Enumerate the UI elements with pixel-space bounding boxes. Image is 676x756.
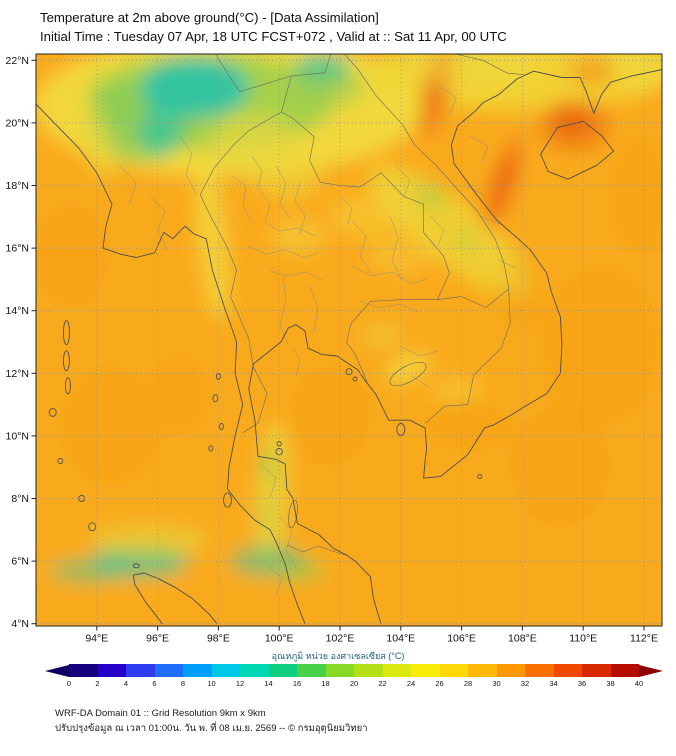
colorbar-segment — [468, 664, 497, 677]
lon-tick-label: 96°E — [146, 633, 169, 645]
lat-tick-label: 6°N — [11, 556, 29, 568]
colorbar-segment — [354, 664, 383, 677]
footer: WRF-DA Domain 01 :: Grid Resolution 9km … — [0, 706, 676, 736]
colorbar-segment — [496, 664, 525, 677]
latitude-axis-labels: 22°N 20°N 18°N 16°N 14°N 12°N 10°N 8°N 6°N 4°N — [6, 55, 29, 630]
lon-tick-label: 100°E — [265, 633, 294, 645]
lat-tick-label: 8°N — [11, 493, 29, 505]
country-borders — [199, 54, 525, 556]
colorbar-segment — [211, 664, 240, 677]
coastline — [36, 69, 662, 625]
lakes — [288, 361, 427, 529]
colorbar-segment — [382, 664, 411, 677]
lat-tick-label: 18°N — [6, 180, 29, 192]
lat-tick-label: 4°N — [11, 618, 29, 630]
lon-tick-label: 112°E — [630, 633, 658, 645]
colorbar-segment — [183, 664, 212, 677]
colorbar-segment — [582, 664, 611, 677]
colorbar-segment — [240, 664, 269, 677]
colorbar-segment — [126, 664, 155, 677]
map-header: Temperature at 2m above ground(°C) - [Da… — [0, 0, 676, 46]
update-info: ปรับปรุงข้อมูล ณ เวลา 01:00น. วัน พ. ที่… — [55, 723, 368, 734]
colorbar-label: อุณหภูมิ หน่วย องศาเซลเซียส (°C) — [271, 651, 405, 661]
colorbar-section: อุณหภูมิ หน่วย องศาเซลเซียส (°C) 0 2 4 6 8 10… — [0, 646, 676, 698]
axis-tick-marks — [31, 59, 645, 631]
colorbar-segment — [525, 664, 554, 677]
map-title: Temperature at 2m above ground(°C) - [Da… — [40, 10, 379, 25]
lon-tick-label: 98°E — [207, 633, 230, 645]
colorbar-segment — [297, 664, 326, 677]
longitude-axis-labels: 94°E 96°E 98°E 100°E 102°E 104°E 106°E 108°E 110… — [85, 633, 658, 645]
colorbar-ticks: 0 2 4 6 8 10 12 14 16 18 20 22 24 26 28 30 32 34 36 38 40 — [66, 679, 644, 688]
colorbar-segment — [411, 664, 440, 677]
lon-tick-label: 102°E — [326, 633, 355, 645]
colorbar — [45, 664, 663, 677]
lat-tick-label: 22°N — [6, 55, 29, 67]
colorbar-segment — [553, 664, 582, 677]
temperature-map: 94°E 96°E 98°E 100°E 102°E 104°E 106°E 108°E 110… — [6, 53, 663, 645]
colorbar-right-arrow — [639, 664, 663, 677]
colorbar-segment — [97, 664, 126, 677]
lon-tick-label: 110°E — [569, 633, 597, 645]
lat-tick-label: 20°N — [6, 117, 29, 129]
map-frame — [35, 53, 663, 627]
colorbar-left-arrow — [45, 664, 69, 677]
lon-tick-label: 94°E — [85, 633, 108, 645]
graticule-parallels — [36, 59, 662, 625]
map-subtitle: Initial Time : Tuesday 07 Apr, 18 UTC FC… — [40, 29, 507, 44]
lat-tick-label: 10°N — [6, 430, 29, 442]
domain-info: WRF-DA Domain 01 :: Grid Resolution 9km … — [55, 708, 266, 719]
colorbar-segment — [325, 664, 354, 677]
lon-tick-label: 104°E — [386, 633, 415, 645]
lat-tick-label: 12°N — [6, 368, 29, 380]
colorbar-segment — [268, 664, 297, 677]
colorbar-segments — [69, 664, 639, 677]
province-borders — [119, 85, 517, 597]
lat-tick-label: 14°N — [6, 305, 29, 317]
colorbar-segment — [610, 664, 639, 677]
colorbar-segment — [69, 664, 98, 677]
colorbar-segment — [439, 664, 468, 677]
lon-tick-label: 108°E — [508, 633, 537, 645]
lon-tick-label: 106°E — [447, 633, 476, 645]
colorbar-segment — [154, 664, 183, 677]
temperature-field — [36, 54, 662, 626]
graticule-meridians — [96, 54, 645, 626]
lat-tick-label: 16°N — [6, 243, 29, 255]
